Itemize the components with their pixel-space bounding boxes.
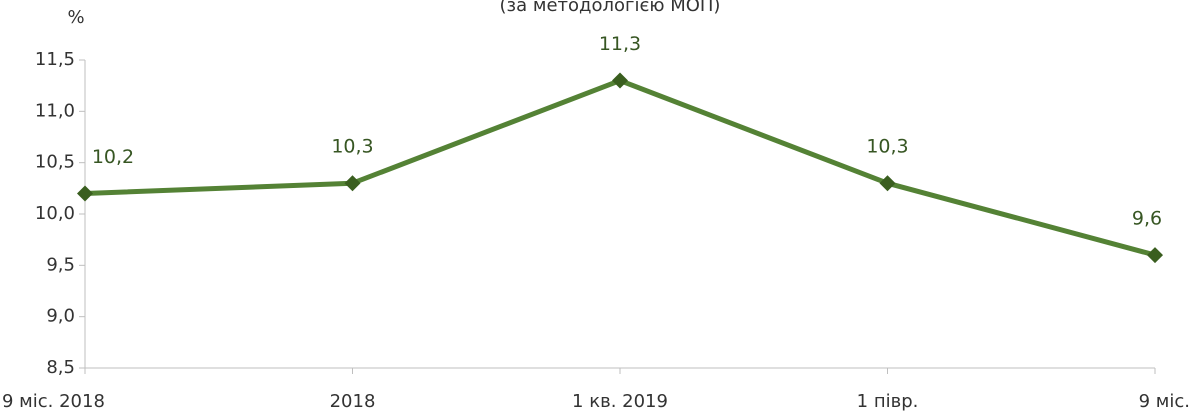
x-tick-label: 2018 (330, 391, 376, 412)
marker (1147, 247, 1163, 264)
data-label: 10,3 (866, 136, 908, 158)
y-tick-label: 11,0 (35, 100, 75, 121)
y-tick-label: 8,5 (46, 357, 75, 378)
y-tick-label: 11,5 (35, 49, 75, 70)
data-label: 11,3 (599, 33, 641, 55)
y-tick-label: 9,0 (46, 306, 75, 327)
y-tick-label: 10,5 (35, 152, 75, 173)
data-label: 10,3 (331, 136, 373, 158)
y-axis-label: % (67, 7, 84, 28)
y-tick-label: 10,0 (35, 203, 75, 224)
x-tick-label: 9 міс. (1139, 391, 1190, 412)
data-label: 9,6 (1132, 208, 1162, 230)
data-label: 10,2 (92, 146, 134, 168)
chart-subtitle: (за методологією МОП) (500, 0, 721, 16)
line (84, 78, 1156, 258)
x-tick-label: 9 міс. 2018 (2, 391, 105, 412)
marker (344, 175, 361, 192)
y-tick-label: 9,5 (46, 254, 75, 275)
marker (77, 185, 93, 202)
x-tick-label: 1 півр. (857, 391, 919, 412)
marker (879, 175, 896, 192)
marker (612, 72, 628, 89)
x-tick-label: 1 кв. 2019 (572, 391, 668, 412)
